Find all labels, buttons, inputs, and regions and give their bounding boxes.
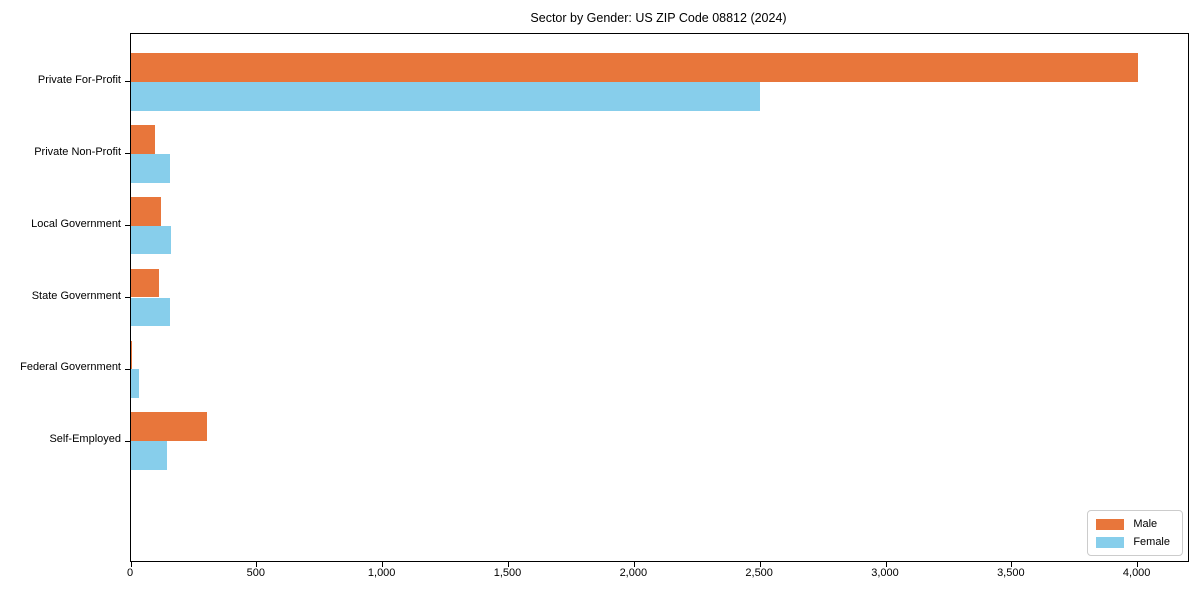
y-axis-tick (125, 153, 130, 155)
x-tick-label-500: 500 (246, 567, 265, 579)
x-tick-label-2-000: 2,000 (619, 567, 648, 579)
y-axis-tick (125, 81, 130, 83)
legend-swatch-male (1096, 518, 1125, 530)
bar-male-private-non-profit (131, 125, 155, 154)
x-axis-tick (508, 562, 509, 567)
legend-entry-female: Female (1096, 536, 1170, 548)
x-axis-tick (885, 562, 887, 567)
y-tick-label-self-employed: Self-Employed (49, 433, 121, 446)
x-axis-tick (1011, 562, 1013, 567)
x-axis-tick (759, 562, 761, 567)
legend-swatch-female (1096, 536, 1125, 548)
legend-label-female: Female (1133, 536, 1170, 548)
plot-area: Male Female (125, 33, 1189, 567)
x-tick-label-3-000: 3,000 (871, 567, 899, 579)
y-axis-tick (125, 440, 130, 442)
bar-female-state-government (131, 297, 170, 327)
bar-male-self-employed (131, 412, 207, 442)
x-axis-tick (256, 562, 258, 567)
bar-female-local-government (131, 225, 172, 255)
y-axis-tick (125, 368, 130, 370)
x-tick-label-1-000: 1,000 (367, 567, 396, 579)
x-axis-tick (633, 562, 635, 567)
x-tick-label-3-500: 3,500 (997, 567, 1025, 579)
y-tick-label-federal-government: Federal Government (20, 361, 121, 374)
chart-title: Sector by Gender: US ZIP Code 08812 (202… (530, 11, 787, 25)
x-axis-tick (1137, 562, 1139, 567)
y-tick-label-local-government: Local Government (31, 217, 121, 230)
legend-label-male: Male (1133, 518, 1158, 530)
x-axis-tick (130, 562, 132, 567)
legend: Male Female (1087, 510, 1183, 556)
bar-female-private-non-profit (131, 153, 170, 183)
bar-female-federal-government (131, 369, 139, 399)
y-axis-tick (125, 297, 130, 298)
x-tick-label-0: 0 (126, 567, 134, 579)
bar-male-private-for-profit (131, 53, 1138, 82)
bar-female-self-employed (131, 441, 168, 470)
bar-female-private-for-profit (131, 81, 761, 111)
x-tick-label-4-000: 4,000 (1122, 567, 1151, 579)
legend-entry-male: Male (1096, 518, 1170, 530)
y-axis-tick (125, 225, 130, 227)
bar-male-local-government (131, 196, 162, 226)
y-tick-label-state-government: State Government (31, 289, 121, 302)
bar-male-state-government (131, 268, 159, 298)
x-tick-label-2-500: 2,500 (745, 567, 773, 579)
y-tick-label-private-non-profit: Private Non-Profit (34, 145, 121, 158)
bar-male-federal-government (131, 340, 132, 370)
y-tick-label-private-for-profit: Private For-Profit (37, 73, 121, 86)
x-axis-tick (382, 562, 384, 567)
x-tick-label-1-500: 1,500 (493, 567, 522, 579)
